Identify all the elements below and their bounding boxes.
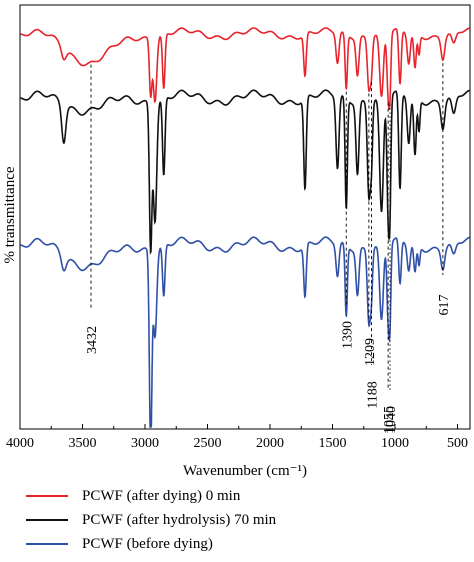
legend-item-after-dying: PCWF (after dying) 0 min [26, 484, 466, 508]
legend-item-before-dying: PCWF (before dying) [26, 532, 466, 556]
x-tick-label: 2000 [256, 436, 284, 451]
x-axis-ticks: 4000 3500 3000 2500 2000 1500 1000 500 [6, 424, 468, 451]
legend-swatch [26, 543, 68, 545]
annotation-label: 1055 [382, 406, 397, 434]
y-axis-label: % transmittance [2, 166, 18, 263]
legend-label: PCWF (before dying) [82, 535, 213, 552]
x-tick-label: 500 [447, 436, 468, 451]
legend-swatch [26, 495, 68, 497]
annotation-label: 3432 [85, 326, 100, 354]
legend-item-after-hydrolysis: PCWF (after hydrolysis) 70 min [26, 508, 466, 532]
legend: PCWF (after dying) 0 min PCWF (after hyd… [26, 484, 466, 556]
x-tick-label: 2500 [194, 436, 222, 451]
series-layer [20, 27, 470, 428]
series-line-before-dying [20, 236, 470, 428]
series-line-after-hydrolysis [20, 89, 470, 255]
annotation-label: 1209 [363, 338, 378, 366]
legend-swatch [26, 519, 68, 521]
series-line-after-dying [20, 27, 470, 110]
plot-frame [19, 4, 471, 430]
annotation-label: 1188 [366, 381, 381, 408]
x-tick-label: 3500 [69, 436, 97, 451]
x-tick-label: 1500 [319, 436, 347, 451]
x-tick-label: 3000 [131, 436, 159, 451]
legend-label: PCWF (after dying) 0 min [82, 487, 241, 504]
x-tick-label: 1000 [381, 436, 409, 451]
x-axis-label: Wavenumber (cm⁻¹) [183, 463, 307, 479]
annotation-label: 617 [437, 295, 452, 316]
x-tick-label: 4000 [6, 436, 34, 451]
legend-label: PCWF (after hydrolysis) 70 min [82, 511, 277, 528]
annotation-label: 1390 [340, 321, 355, 349]
annotation-label: 1040 [384, 406, 399, 434]
